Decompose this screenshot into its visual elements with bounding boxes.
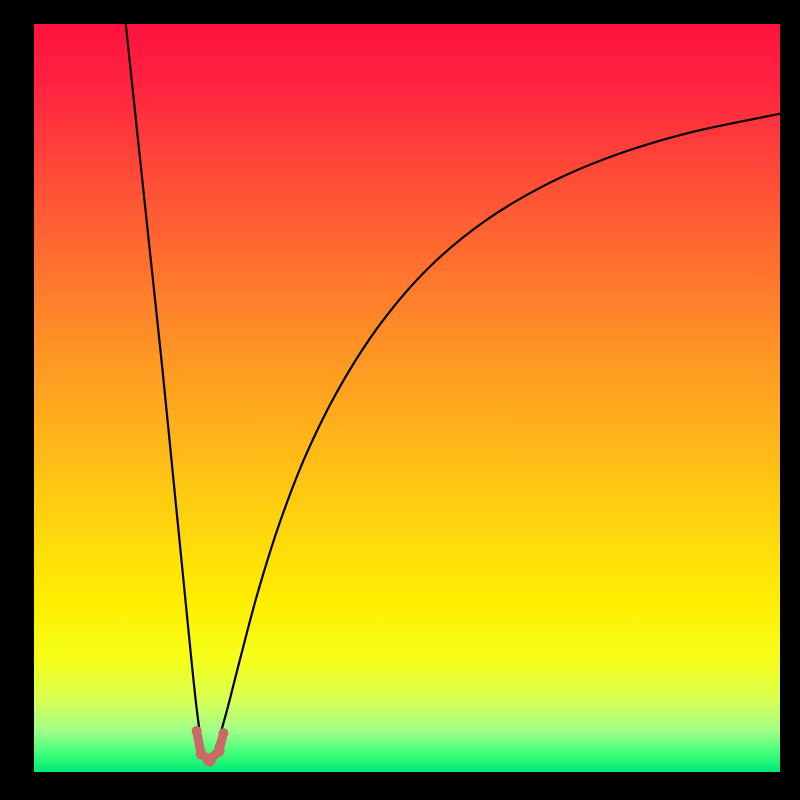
vertex-marker-dot bbox=[218, 728, 228, 738]
chart-stage: TheBottlenecker.com bbox=[0, 0, 800, 800]
frame-top bbox=[0, 0, 800, 24]
curve-svg bbox=[34, 24, 780, 772]
bottleneck-curve bbox=[126, 24, 780, 765]
vertex-marker-dot bbox=[214, 746, 225, 757]
frame-left bbox=[0, 0, 34, 800]
plot-area bbox=[34, 24, 780, 772]
frame-right bbox=[780, 0, 800, 800]
vertex-marker-dot bbox=[203, 754, 216, 767]
frame-bottom bbox=[0, 772, 800, 800]
vertex-marker-dot bbox=[192, 726, 202, 736]
